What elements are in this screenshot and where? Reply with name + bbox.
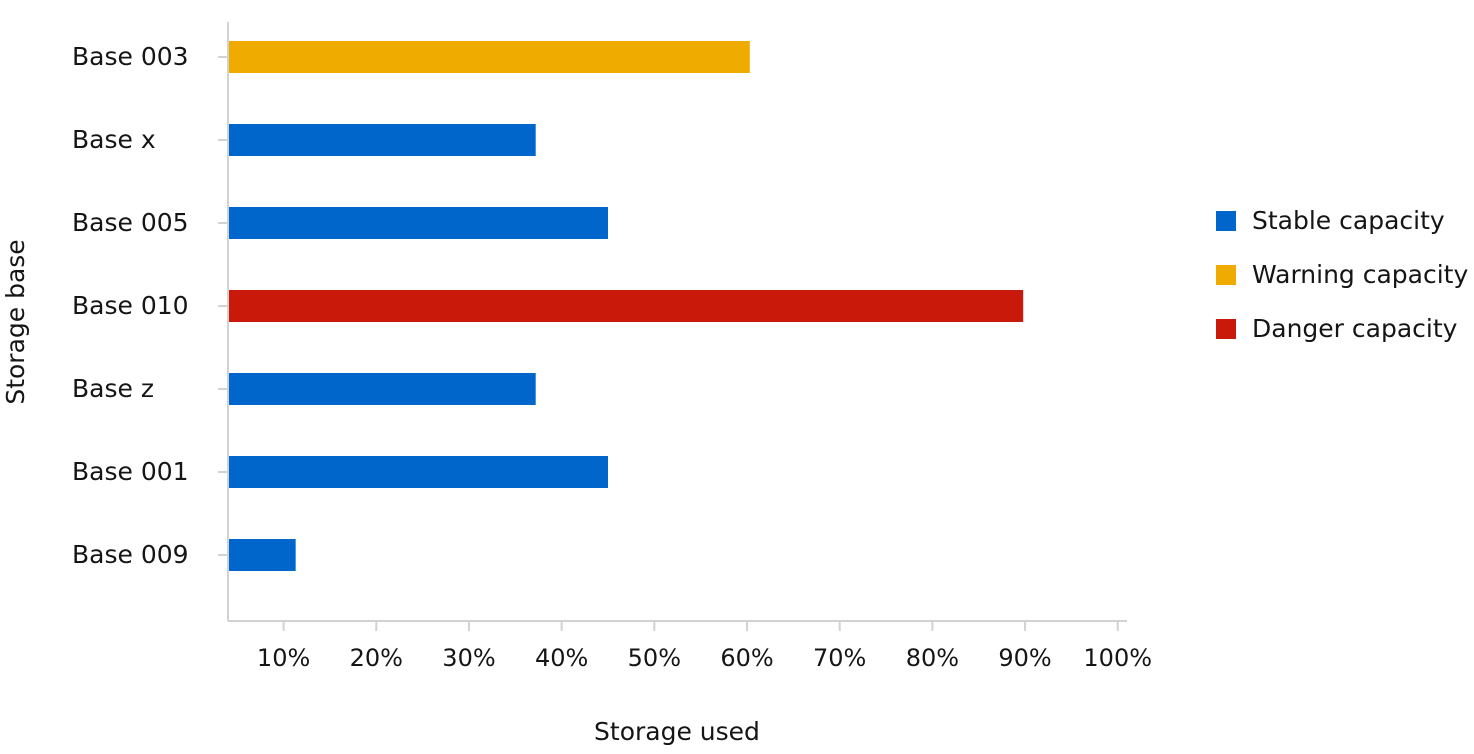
x-axis-title: Storage used — [594, 717, 760, 746]
category-label: Base 003 — [72, 42, 189, 71]
bar — [228, 124, 536, 156]
x-tick-label: 50% — [628, 644, 681, 672]
legend-swatch — [1216, 211, 1236, 231]
category-label: Base 009 — [72, 540, 189, 569]
legend-swatch — [1216, 265, 1236, 285]
bar — [228, 456, 608, 488]
legend-swatch — [1216, 319, 1236, 339]
category-label: Base x — [72, 125, 156, 154]
x-tick-label: 40% — [535, 644, 588, 672]
legend-label: Warning capacity — [1252, 260, 1468, 289]
x-tick-label: 60% — [720, 644, 773, 672]
category-label: Base z — [72, 374, 154, 403]
bar — [228, 207, 608, 239]
x-tick-label: 100% — [1083, 644, 1152, 672]
bar — [228, 539, 296, 571]
bar — [228, 41, 750, 73]
category-label: Base 010 — [72, 291, 189, 320]
bars — [228, 41, 1024, 571]
category-label: Base 001 — [72, 457, 189, 486]
x-tick-labels: 10% 20% 30% 40% 50% 60% 70% 80% 90% 100% — [257, 644, 1152, 672]
tick-marks — [218, 56, 1119, 631]
y-axis-title: Storage base — [1, 239, 30, 404]
x-tick-label: 30% — [442, 644, 495, 672]
bar — [228, 290, 1024, 322]
x-tick-label: 70% — [813, 644, 866, 672]
x-tick-label: 80% — [906, 644, 959, 672]
x-tick-label: 10% — [257, 644, 310, 672]
legend: Stable capacity Warning capacity Danger ca… — [1216, 206, 1468, 343]
bar — [228, 373, 536, 405]
x-tick-label: 20% — [350, 644, 403, 672]
category-label: Base 005 — [72, 208, 189, 237]
legend-label: Danger capacity — [1252, 314, 1458, 343]
x-tick-label: 90% — [998, 644, 1051, 672]
legend-label: Stable capacity — [1252, 206, 1445, 235]
category-labels: Base 003 Base x Base 005 Base 010 Base z Base… — [72, 42, 189, 569]
